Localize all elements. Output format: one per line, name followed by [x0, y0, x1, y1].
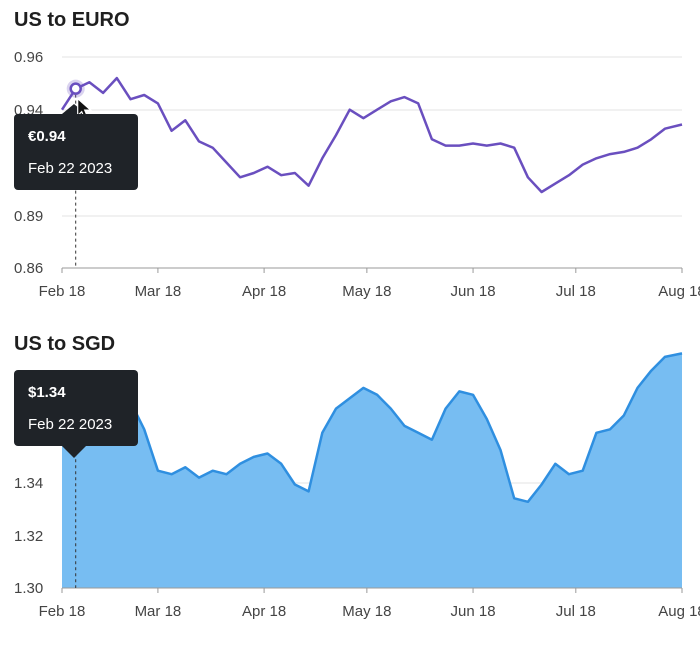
series-area	[62, 353, 682, 588]
y-tick-label: 0.96	[14, 49, 43, 66]
y-tick-label: 0.89	[14, 208, 43, 225]
y-tick-label: 0.86	[14, 260, 43, 277]
x-tick-label: Aug 18	[658, 603, 700, 620]
x-tick-label: Apr 18	[242, 603, 286, 620]
y-tick-label: 1.32	[14, 528, 43, 545]
y-tick-label: 1.34	[14, 475, 43, 492]
series-line	[60, 76, 683, 194]
chart-panel-sgd: US to SGD 1.34 1.32 1.30 Feb 18 Mar 18 Apr 18…	[0, 326, 700, 646]
x-tick-label: Mar 18	[135, 603, 182, 620]
hover-point	[69, 82, 82, 95]
x-tick-label: Jul 18	[556, 283, 596, 300]
chart-title: US to EURO	[14, 9, 130, 31]
x-tick-label: Feb 18	[39, 283, 86, 300]
x-tick-label: Jul 18	[556, 603, 596, 620]
tooltip-date: Feb 22 2023	[28, 416, 113, 433]
x-tick-label: Jun 18	[451, 603, 496, 620]
chart-title: US to SGD	[14, 333, 116, 355]
x-tick-label: Feb 18	[39, 603, 86, 620]
chart-tooltip: €0.94 Feb 22 2023	[14, 114, 138, 190]
y-tick-label: 1.30	[14, 580, 43, 597]
x-tick-label: May 18	[342, 603, 391, 620]
x-tick-label: Apr 18	[242, 283, 286, 300]
tooltip-value: $1.34	[28, 384, 66, 401]
tooltip-arrow	[62, 446, 86, 458]
x-tick-label: Jun 18	[451, 283, 496, 300]
tooltip-date: Feb 22 2023	[28, 160, 113, 177]
x-tick-label: May 18	[342, 283, 391, 300]
x-tick-label: Mar 18	[135, 283, 182, 300]
chart-tooltip: $1.34 Feb 22 2023	[14, 370, 138, 446]
tooltip-value: €0.94	[28, 128, 66, 145]
series-line	[61, 352, 683, 504]
chart-panel-euro: US to EURO 0.96 0.94 0.89 0.86 Feb 18 Mar 18 A…	[0, 0, 700, 310]
x-tick-label: Aug 18	[658, 283, 700, 300]
